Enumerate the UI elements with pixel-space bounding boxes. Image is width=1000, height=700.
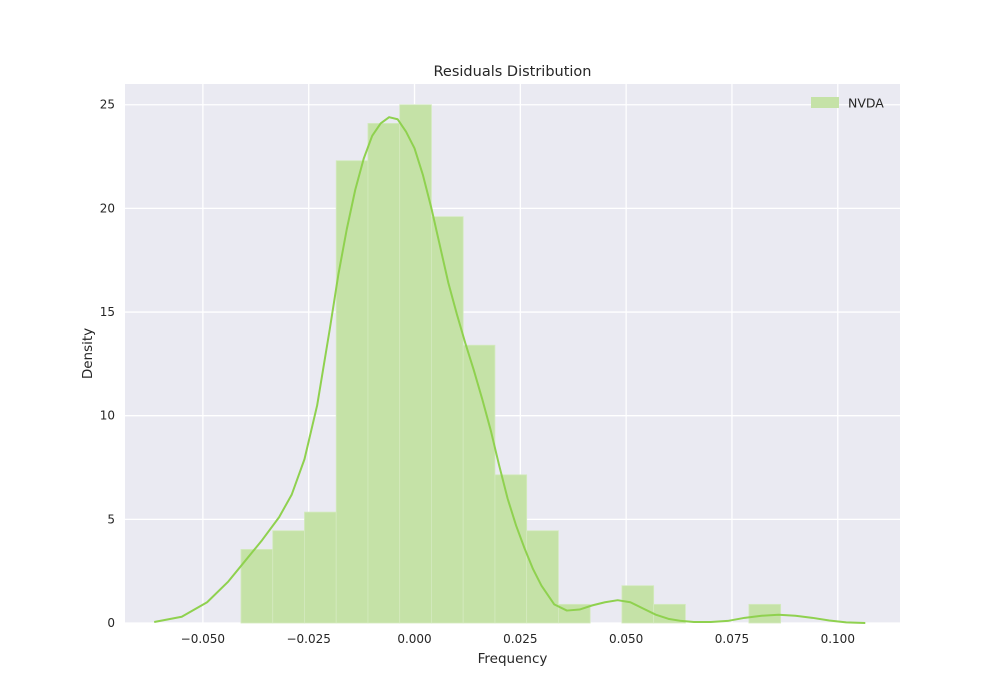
histogram-bar xyxy=(494,474,528,624)
x-tick-label: −0.050 xyxy=(181,632,225,646)
x-tick-labels: −0.050 −0.025 0.000 0.025 0.050 0.075 0.100 xyxy=(181,632,855,646)
histogram-bar xyxy=(272,530,305,624)
histogram-bar xyxy=(304,511,337,624)
y-tick-label: 0 xyxy=(107,616,115,630)
x-tick-label: 0.000 xyxy=(397,632,431,646)
histogram-bar xyxy=(367,122,401,624)
x-tick-label: 0.075 xyxy=(715,632,749,646)
legend-swatch-nvda xyxy=(811,97,839,108)
histogram-bar xyxy=(748,603,782,624)
x-tick-label: 0.100 xyxy=(821,632,855,646)
histogram-bar xyxy=(399,104,432,624)
histogram-bar xyxy=(526,530,559,624)
legend-label-nvda: NVDA xyxy=(848,96,884,111)
x-tick-label: 0.025 xyxy=(503,632,537,646)
y-tick-labels: 0 5 10 15 20 25 xyxy=(100,98,115,630)
histogram-bar xyxy=(335,160,369,624)
kde-curve xyxy=(154,116,866,624)
y-tick-label: 10 xyxy=(100,409,115,423)
y-tick-label: 5 xyxy=(107,512,115,526)
histogram-bar xyxy=(621,585,655,624)
histogram-bar xyxy=(431,216,464,624)
y-axis-label: Density xyxy=(80,328,96,379)
y-tick-label: 20 xyxy=(100,201,115,215)
x-tick-label: −0.025 xyxy=(286,632,330,646)
histogram-bar xyxy=(240,549,274,624)
chart-title: Residuals Distribution xyxy=(434,64,592,80)
y-tick-label: 15 xyxy=(100,305,115,319)
legend: NVDA xyxy=(811,96,884,111)
x-tick-label: 0.050 xyxy=(609,632,643,646)
y-tick-label: 25 xyxy=(100,98,115,112)
x-axis-label: Frequency xyxy=(478,651,548,667)
